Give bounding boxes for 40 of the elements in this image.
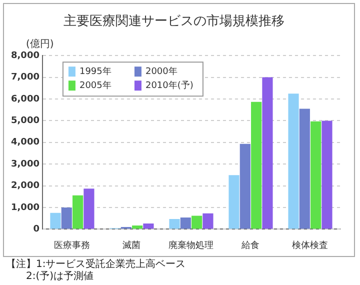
x-tick-label: 医療事務: [54, 240, 90, 251]
text: 【注】1:サービス受託企業売上高ベース: [6, 259, 186, 270]
legend-label: 2010年(予): [145, 80, 194, 91]
bar: [322, 120, 332, 229]
bar: [202, 213, 214, 229]
bar: [84, 188, 94, 229]
bar: [251, 102, 262, 229]
y-tick-label: 7,000: [11, 72, 40, 83]
bar: [143, 224, 154, 229]
legend-label: 2005年: [79, 80, 112, 91]
y-tick-label: 5,000: [11, 116, 40, 126]
legend-label: 2000年: [145, 66, 178, 77]
x-tick-label: 廃棄物処理: [168, 240, 214, 251]
bar: [61, 208, 72, 229]
y-tick-label: 2,000: [11, 181, 40, 192]
bar: [262, 77, 273, 229]
x-tick-label: 滅菌: [122, 240, 141, 251]
y-tick-label: 8,000: [11, 50, 40, 61]
bar: [310, 121, 322, 229]
bar: [288, 94, 299, 229]
bar: [72, 195, 84, 229]
chart-title: 主要医療関連サービスの市場規模推移: [64, 13, 284, 30]
y-axis-title: (億円): [26, 38, 54, 50]
bar: [240, 144, 250, 229]
x-tick-label: 給食: [240, 240, 260, 251]
bar: [169, 219, 180, 229]
bar: [299, 108, 310, 229]
bar: [50, 212, 61, 229]
y-tick-label: 3,000: [11, 159, 40, 170]
x-tick-label: 検体検査: [292, 240, 328, 251]
y-tick-label: 6,000: [11, 94, 40, 104]
y-tick-label: 1,000: [11, 202, 40, 213]
bar: [192, 216, 202, 229]
text: 2:(予)は予測値: [25, 271, 95, 283]
y-tick-label: 0: [33, 224, 40, 235]
bar: [132, 226, 143, 229]
legend-label: 1995年: [79, 66, 112, 77]
bar: [228, 175, 240, 229]
y-tick-label: 4,000: [11, 138, 40, 148]
bar: [180, 217, 191, 229]
